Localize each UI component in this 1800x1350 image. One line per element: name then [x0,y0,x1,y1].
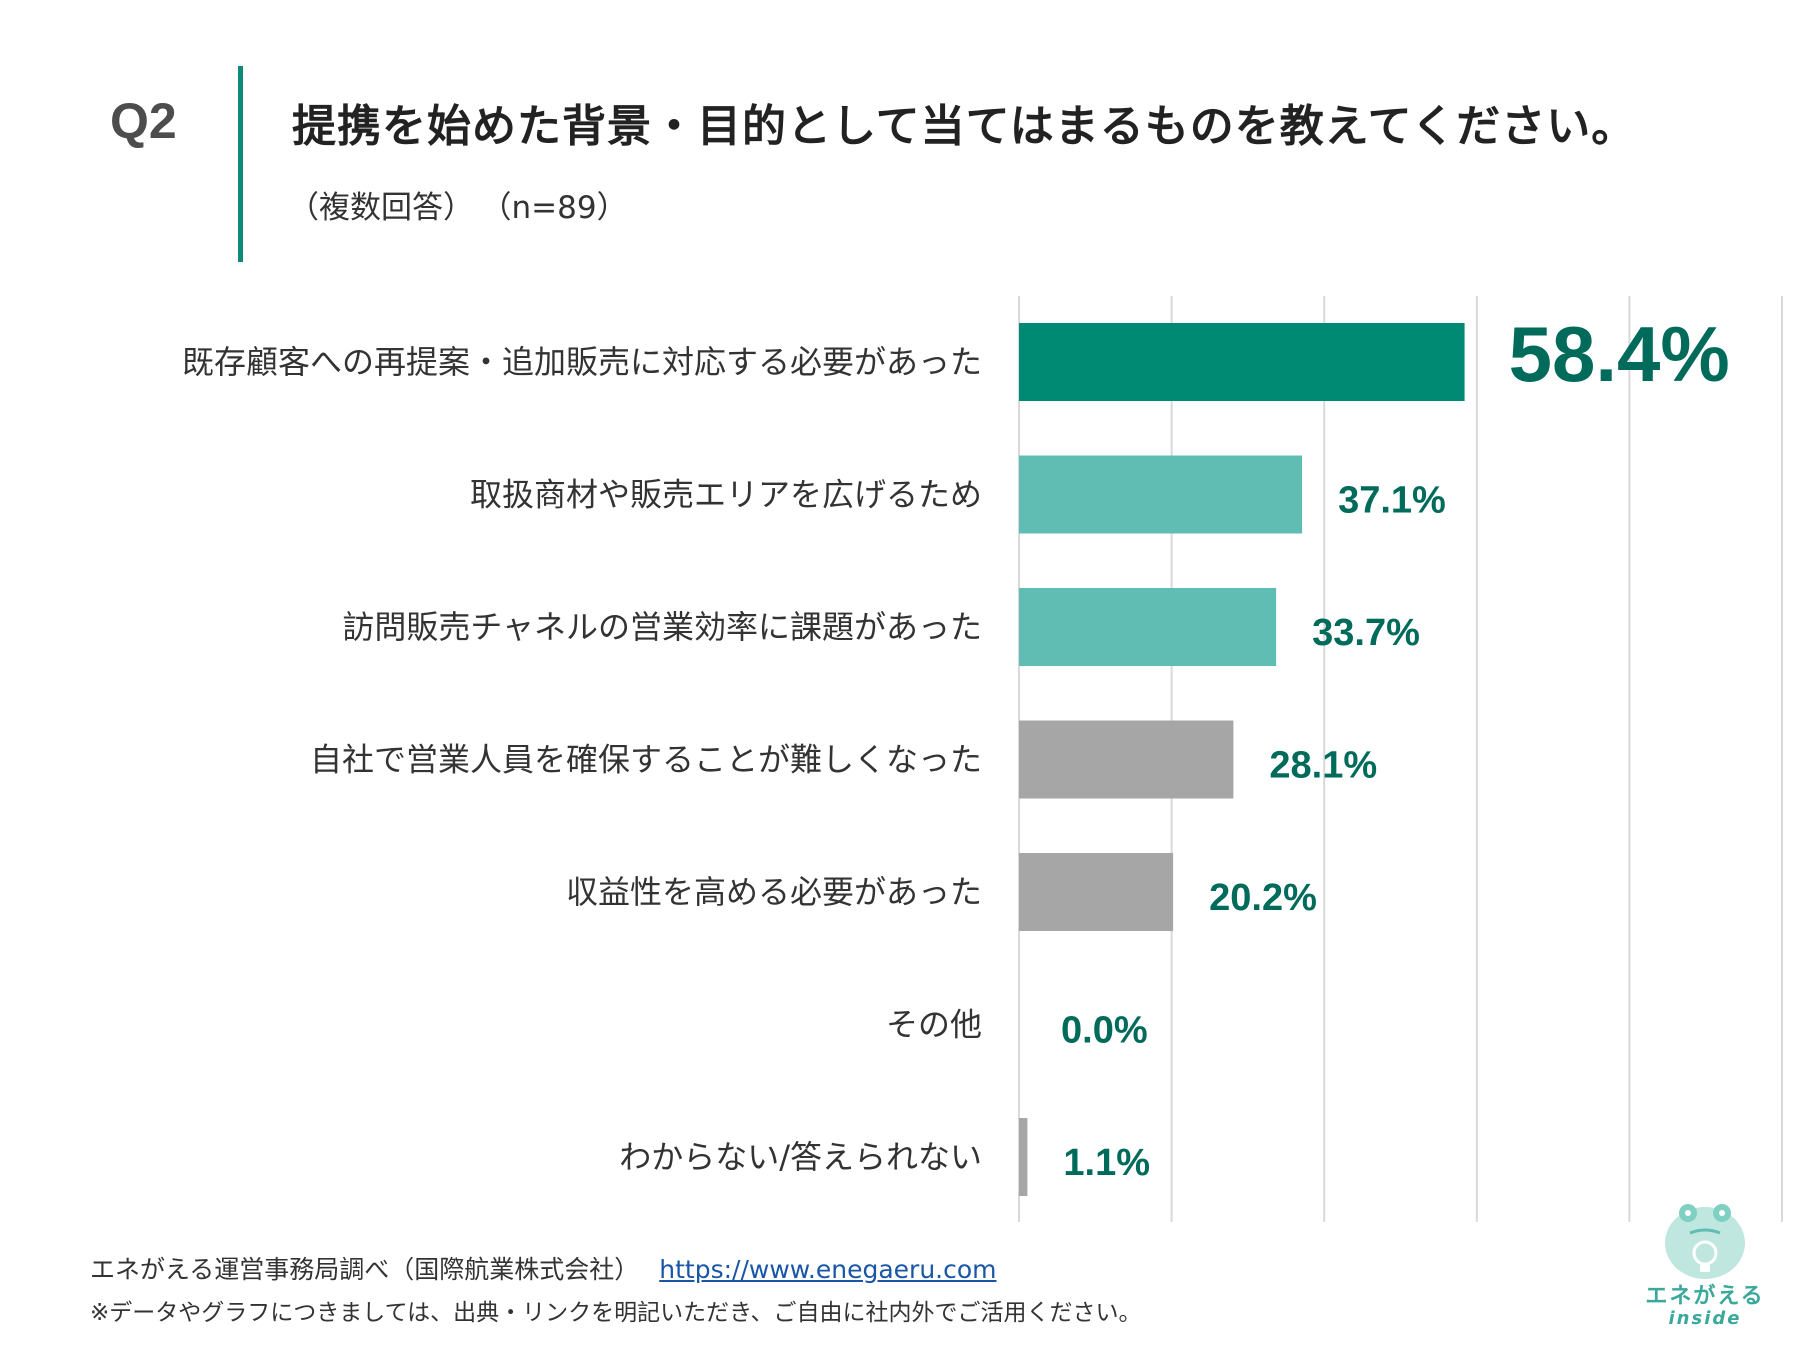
sample-size: （n=89） [496,190,628,226]
category-label: 訪問販売チャネルの営業効率に課題があった [342,608,982,646]
value-label: 1.1% [1063,1142,1150,1184]
question-number: Q2 [110,93,177,149]
bar [1019,853,1174,931]
category-label: わからない/答えられない [619,1138,982,1176]
logo-sub: inside [1668,1308,1742,1329]
frog-lightbulb-icon [1665,1204,1745,1279]
bar [1019,1118,1028,1196]
question-subtitle: （複数回答） （n=89） [288,182,650,227]
logo-name: エネがえる [1645,1284,1765,1309]
value-label: 28.1% [1269,745,1377,787]
source-link[interactable]: https://www.enegaeru.com [659,1255,997,1284]
answer-type: （複数回答） [288,190,474,226]
bar [1019,720,1234,799]
title-divider [238,66,243,262]
bar [1019,455,1303,534]
question-title: 提携を始めた背景・目的として当てはまるものを教えてください。 [292,101,1637,152]
value-label: 58.4% [1509,310,1730,398]
usage-note: ※データやグラフにつきましては、出典・リンクを明記いただき、ご自由に社内外でご活… [90,1300,1142,1326]
bar-chart: 既存顧客への再提案・追加販売に対応する必要があった 58.4% 取扱商材や販売エリア… [182,296,1783,1222]
source-line: エネがえる運営事務局調べ（国際航業株式会社） https://www.enegae… [90,1250,997,1286]
category-label: 既存顧客への再提案・追加販売に対応する必要があった [182,343,982,381]
value-label: 33.7% [1312,612,1420,654]
bar [1019,588,1277,666]
value-label: 0.0% [1061,1010,1148,1052]
category-label: 収益性を高める必要があった [566,873,982,911]
value-label: 20.2% [1209,877,1317,919]
category-label: 自社で営業人員を確保することが難しくなった [310,741,982,779]
bar [1019,323,1465,401]
category-label: その他 [886,1006,982,1044]
value-label: 37.1% [1338,480,1446,522]
category-label: 取扱商材や販売エリアを広げるため [470,476,982,514]
source-text: エネがえる運営事務局調べ（国際航業株式会社） [90,1255,640,1284]
